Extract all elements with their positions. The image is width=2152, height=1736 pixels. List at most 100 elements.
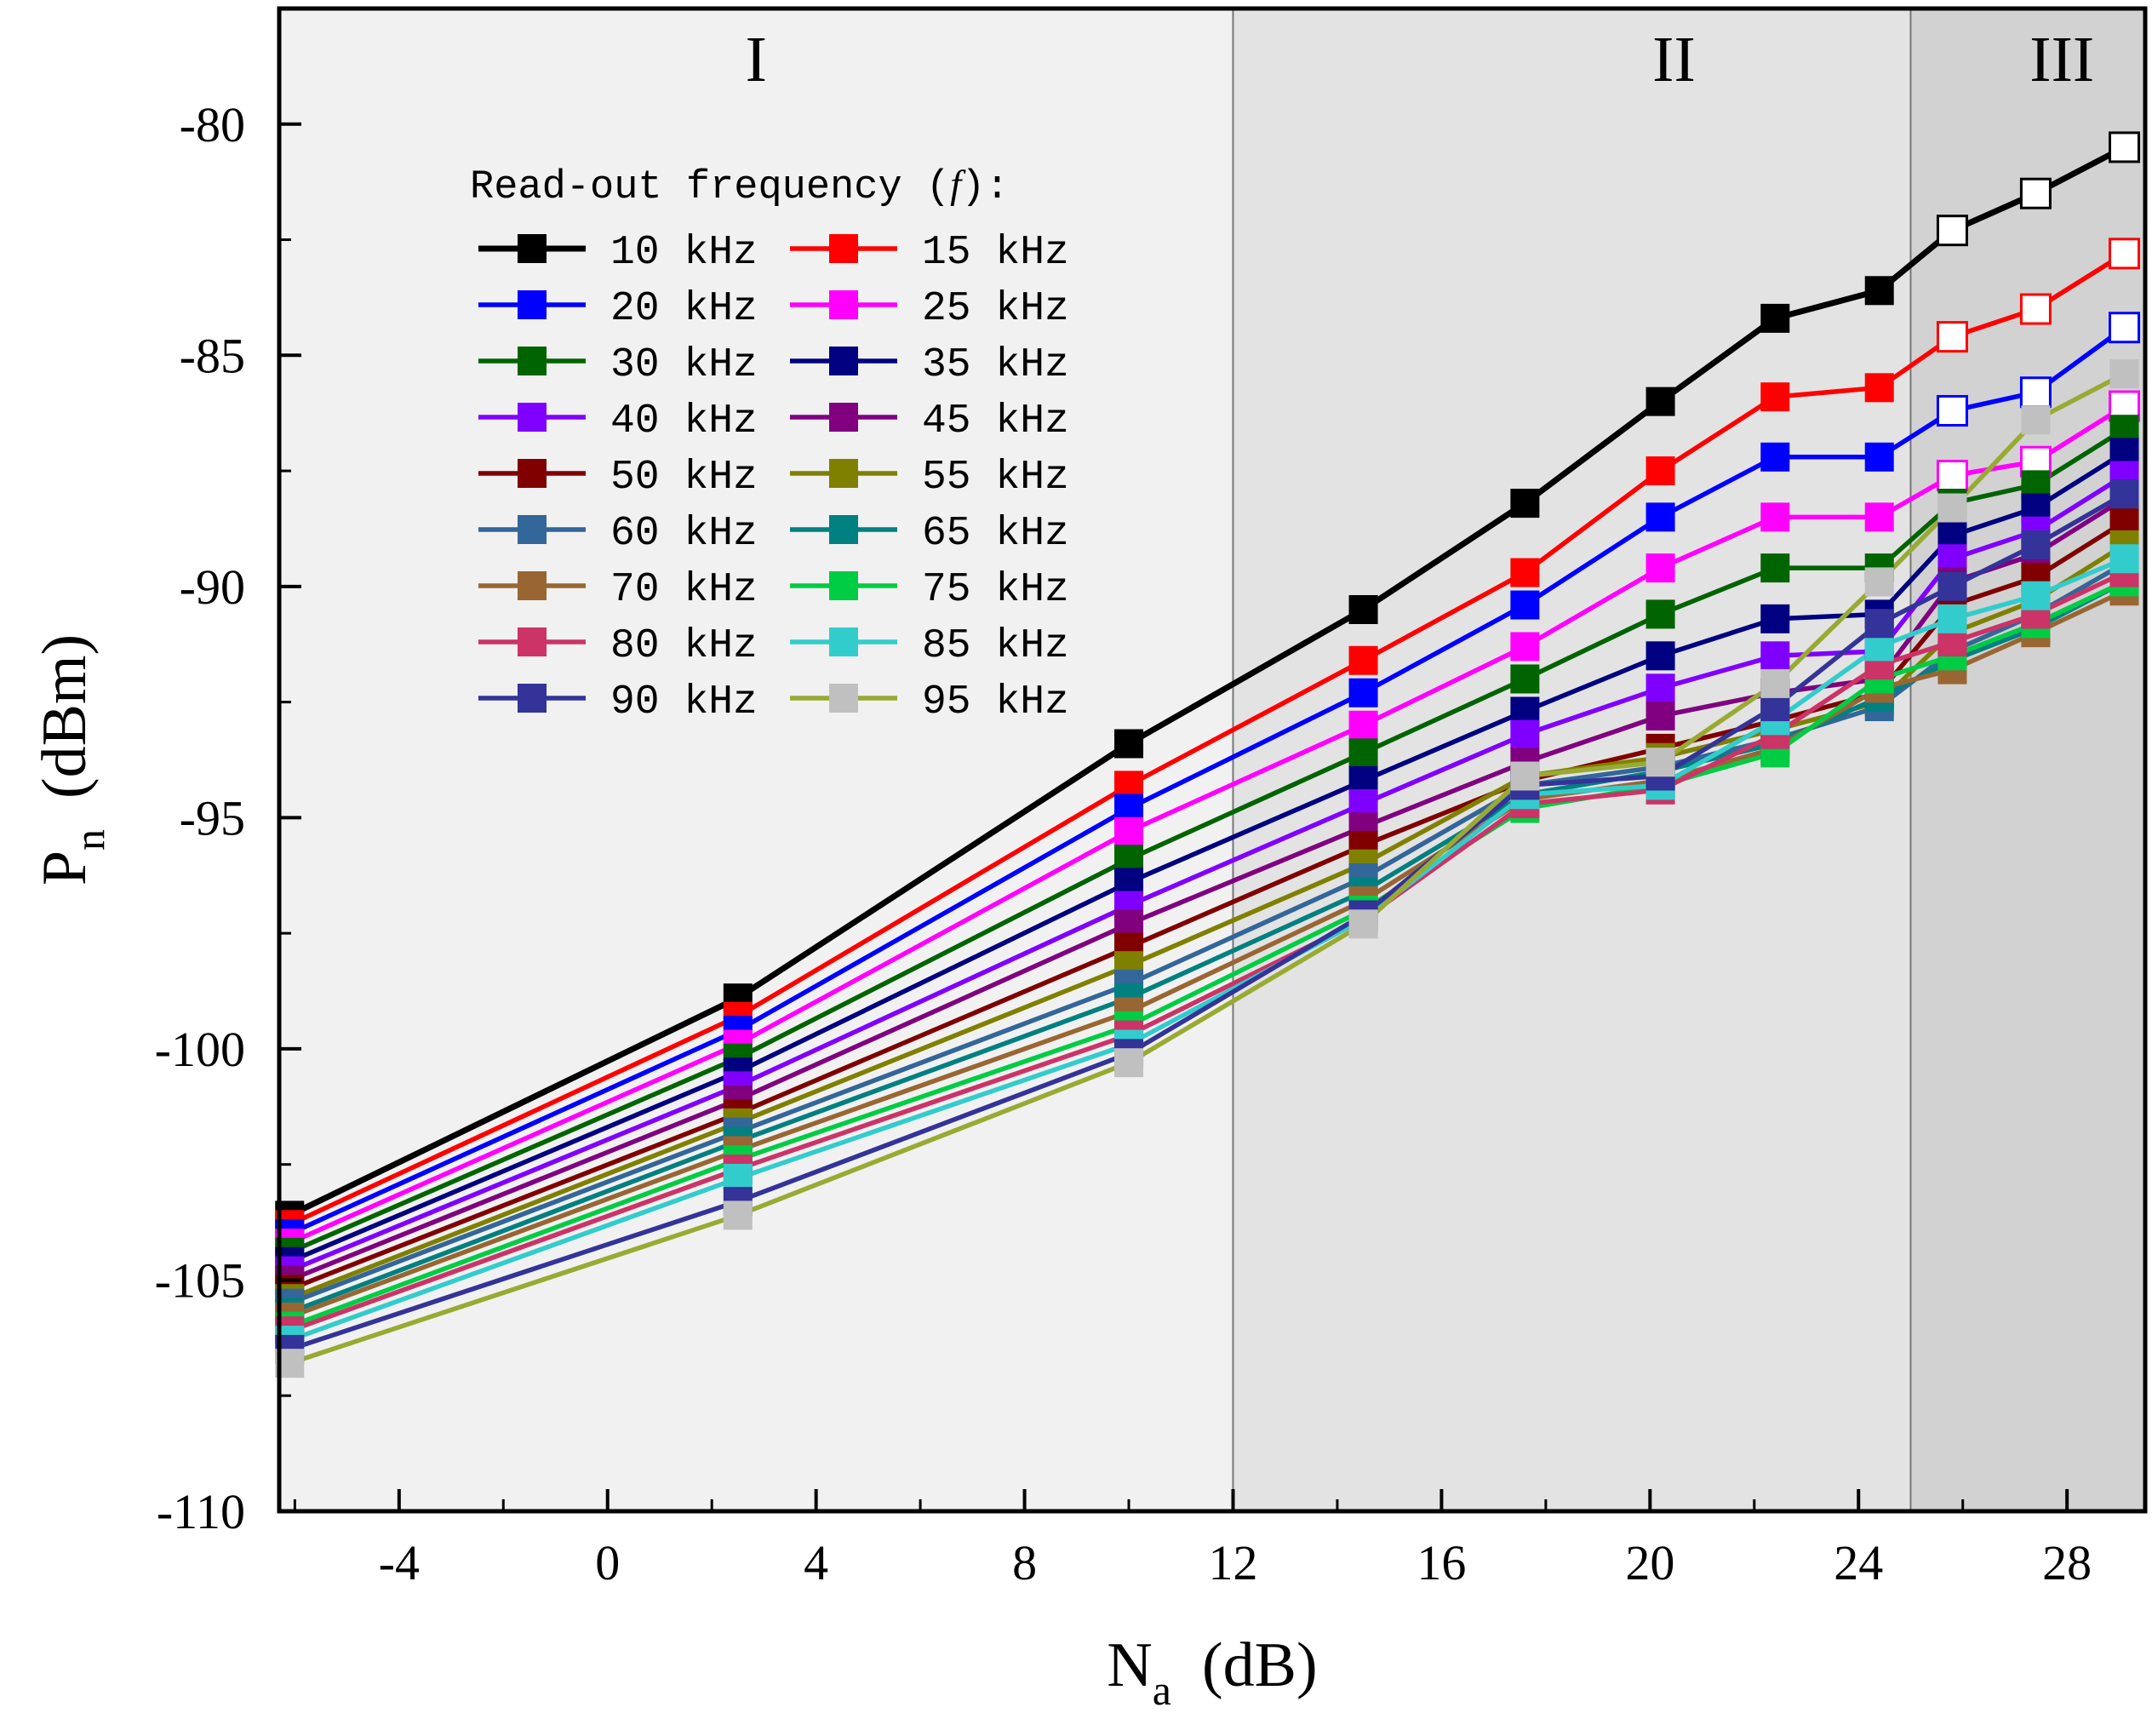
legend-item-85-khz: 85 kHz: [790, 623, 1069, 669]
marker-15-khz: [2109, 238, 2141, 270]
legend-item-75-khz: 75 kHz: [790, 567, 1069, 613]
legend-item-50-khz: 50 kHz: [478, 455, 758, 501]
legend-item-20-khz: 20 kHz: [478, 286, 758, 332]
marker-95-khz: [1510, 761, 1540, 791]
y-axis-title-unit: (dBm): [30, 634, 100, 799]
marker-15-khz: [1348, 645, 1378, 675]
x-tick-label: 0: [595, 1535, 620, 1590]
marker-25-khz: [1348, 710, 1378, 740]
marker-95-khz: [723, 1200, 753, 1230]
legend-item-90-khz: 90 kHz: [478, 679, 758, 725]
region-labels: I II III: [746, 24, 2095, 95]
marker-95-khz: [1645, 748, 1675, 777]
legend-item-80-khz: 80 kHz: [478, 623, 758, 669]
marker-30-khz: [1645, 599, 1675, 629]
legend-label: 45 kHz: [922, 398, 1069, 444]
marker-10-khz: [2109, 131, 2141, 163]
legend-item-55-khz: 55 kHz: [790, 455, 1069, 501]
marker-90-khz: [1864, 609, 1894, 639]
marker-20-khz: [1348, 678, 1378, 708]
x-tick-label: 4: [804, 1535, 828, 1590]
legend-marker: [829, 515, 858, 544]
legend-label: 55 kHz: [922, 455, 1069, 501]
x-tick-label: 20: [1625, 1535, 1674, 1590]
legend-label: 40 kHz: [610, 398, 758, 444]
axis-ticks: [279, 7, 2069, 1513]
marker-10-khz: [1864, 276, 1894, 306]
legend-label: 50 kHz: [610, 455, 758, 501]
legend-label: 65 kHz: [922, 511, 1069, 557]
marker-30-khz: [1510, 664, 1540, 694]
y-tick-label: -90: [180, 559, 245, 615]
marker-35-khz: [1645, 641, 1675, 671]
legend-item-10-khz: 10 kHz: [478, 230, 758, 276]
region-dividers: [1232, 9, 1912, 1511]
marker-20-khz: [2019, 376, 2052, 409]
x-tick-label: 24: [1834, 1535, 1883, 1590]
marker-85-khz: [2109, 544, 2139, 574]
legend-marker: [829, 234, 858, 263]
marker-25-khz: [1760, 502, 1790, 532]
legend-item-60-khz: 60 kHz: [478, 511, 758, 557]
legend-marker: [518, 290, 547, 319]
marker-10-khz: [1936, 215, 1968, 247]
x-axis-title: Na (dB): [1107, 1630, 1317, 1714]
legend-title-end: ):: [961, 165, 1009, 210]
y-tick-label: -105: [155, 1252, 245, 1308]
region-label-1: I: [746, 24, 767, 95]
marker-95-khz: [1760, 668, 1790, 698]
legend-label: 85 kHz: [922, 623, 1069, 669]
x-axis-title-main: N: [1107, 1630, 1152, 1700]
region-label-3: III: [2029, 24, 2094, 95]
legend-item-65-khz: 65 kHz: [790, 511, 1069, 557]
legend-marker: [518, 571, 547, 600]
legend-item-15-khz: 15 kHz: [790, 230, 1069, 276]
marker-15-khz: [2019, 293, 2052, 325]
legend: Read-out frequency (f): 10 kHz 15 kHz 20 k…: [470, 163, 1069, 725]
marker-25-khz: [1510, 632, 1540, 662]
marker-40-khz: [1510, 719, 1540, 749]
marker-15-khz: [1936, 321, 1968, 353]
legend-marker: [518, 515, 547, 544]
legend-marker: [829, 459, 858, 488]
marker-10-khz: [1348, 595, 1378, 624]
legend-marker: [518, 347, 547, 375]
legend-label: 70 kHz: [610, 567, 758, 613]
region-label-2: II: [1652, 24, 1696, 95]
marker-15-khz: [1760, 382, 1790, 412]
y-axis-title-sub: n: [66, 829, 113, 851]
legend-marker: [829, 571, 858, 600]
y-tick-label: -80: [180, 97, 245, 152]
legend-marker: [829, 290, 858, 319]
axis-tick-labels: -4 0 4 8 12 16 20 24 28 -110 -105 -100 -95 -90 -85 -80: [155, 97, 2092, 1590]
y-tick-label: -100: [155, 1022, 245, 1077]
marker-95-khz: [1864, 567, 1894, 597]
legend-label: 20 kHz: [610, 286, 758, 332]
region-backgrounds: [279, 9, 2145, 1511]
region-bg-2: [1233, 9, 1911, 1511]
marker-90-khz: [1937, 571, 1967, 601]
legend-marker: [829, 627, 858, 656]
x-tick-label: 28: [2042, 1535, 2092, 1590]
y-axis-title: Pn (dBm): [30, 634, 113, 885]
legend-marker: [518, 684, 547, 713]
marker-35-khz: [1760, 604, 1790, 633]
x-tick-label: 8: [1012, 1535, 1037, 1590]
legend-label: 35 kHz: [922, 342, 1069, 388]
marker-25-khz: [1936, 460, 1968, 492]
marker-15-khz: [1864, 373, 1894, 403]
legend-item-35-khz: 35 kHz: [790, 342, 1069, 388]
legend-label: 60 kHz: [610, 511, 758, 557]
y-tick-label: -85: [180, 328, 245, 383]
legend-item-45-khz: 45 kHz: [790, 398, 1069, 444]
marker-85-khz: [2021, 581, 2051, 610]
legend-label: 95 kHz: [922, 679, 1069, 725]
marker-40-khz: [1645, 673, 1675, 703]
legend-marker: [829, 403, 858, 432]
marker-15-khz: [1645, 456, 1675, 486]
plot-frame: [277, 6, 2148, 1514]
marker-10-khz: [1114, 729, 1144, 759]
legend-marker: [518, 403, 547, 432]
marker-20-khz: [2109, 312, 2141, 344]
legend-label: 90 kHz: [610, 679, 758, 725]
